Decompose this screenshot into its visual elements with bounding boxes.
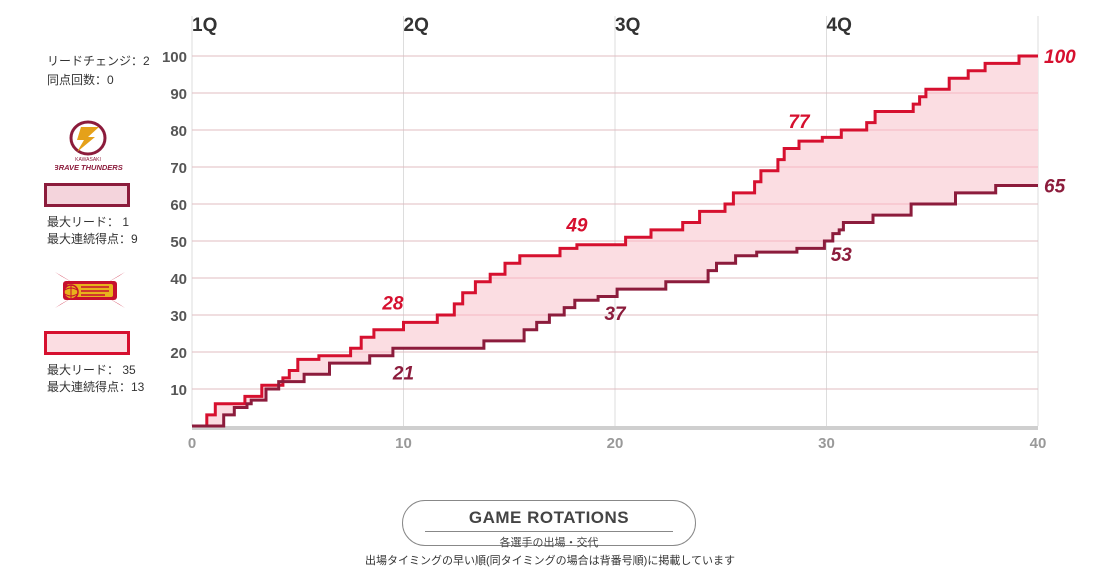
y-tick-label: 60 xyxy=(170,197,187,214)
team1-max-run: 最大連続得点：9 xyxy=(47,232,138,246)
score-progression-chart: 1Q 2Q 3Q 4Q 0 10 20 30 40 10 20 30 40 50 60 70 80 90 100 … xyxy=(162,15,1076,452)
y-tick-label: 50 xyxy=(170,234,187,251)
quarter-label: 3Q xyxy=(615,15,640,36)
divider xyxy=(425,531,673,532)
quarter-label: 1Q xyxy=(192,15,217,36)
y-tick-label: 70 xyxy=(170,160,187,177)
svg-text:KAWASAKI: KAWASAKI xyxy=(75,157,101,163)
quarter-label: 2Q xyxy=(404,15,429,36)
x-tick-label: 0 xyxy=(188,435,196,452)
svg-text:BRAVE THUNDERS: BRAVE THUNDERS xyxy=(55,163,123,172)
score-label: 53 xyxy=(831,245,853,266)
y-tick-label: 100 xyxy=(162,49,187,66)
score-label: 100 xyxy=(1044,47,1076,68)
x-tick-label: 20 xyxy=(607,435,624,452)
y-tick-label: 80 xyxy=(170,123,187,140)
score-label: 49 xyxy=(565,216,588,237)
x-tick-label: 30 xyxy=(818,435,835,452)
score-label: 21 xyxy=(392,363,414,384)
y-tick-label: 40 xyxy=(170,271,187,288)
series-line-0 xyxy=(192,54,1038,428)
team2-max-lead: 最大リード： 35 xyxy=(47,363,136,377)
team1-legend-box xyxy=(44,183,130,207)
x-tick-label: 40 xyxy=(1030,435,1047,452)
score-annotations: 100 77 49 28 65 53 37 21 xyxy=(381,47,1076,384)
team1-max-lead: 最大リード： 1 xyxy=(47,215,130,229)
series-line-1 xyxy=(192,184,1038,428)
y-tick-label: 20 xyxy=(170,345,187,362)
y-tick-label: 10 xyxy=(170,382,187,399)
score-label: 37 xyxy=(604,304,627,325)
jets-logo-icon xyxy=(55,272,125,308)
score-label: 77 xyxy=(788,112,811,133)
quarter-labels: 1Q 2Q 3Q 4Q xyxy=(192,15,852,36)
axis-ticks: 0 10 20 30 40 10 20 30 40 50 60 70 80 90 100 xyxy=(162,49,1046,452)
y-tick-label: 90 xyxy=(170,86,187,103)
ties-stat: 同点回数：0 xyxy=(47,73,114,87)
x-tick-label: 10 xyxy=(395,435,412,452)
game-rotations-subtitle: 各選手の出場・交代 xyxy=(499,537,599,549)
lead-area-fill xyxy=(192,56,1038,426)
team2-legend-box xyxy=(44,331,130,355)
score-label: 28 xyxy=(381,293,404,314)
rotation-note: 出場タイミングの早い順(同タイミングの場合は背番号順)に掲載しています xyxy=(365,555,735,567)
score-label: 65 xyxy=(1044,177,1066,198)
game-rotations-button[interactable]: GAME ROTATIONS 各選手の出場・交代 xyxy=(402,500,696,549)
thunder-logo-icon: KAWASAKI BRAVE THUNDERS xyxy=(55,120,123,172)
team2-max-run: 最大連続得点：13 xyxy=(47,380,145,394)
quarter-label: 4Q xyxy=(827,15,852,36)
game-rotations-title: GAME ROTATIONS xyxy=(468,508,630,527)
lead-changes-stat: リードチェンジ：2 xyxy=(47,54,150,68)
series-lines xyxy=(192,54,1038,428)
y-tick-label: 30 xyxy=(170,308,187,325)
